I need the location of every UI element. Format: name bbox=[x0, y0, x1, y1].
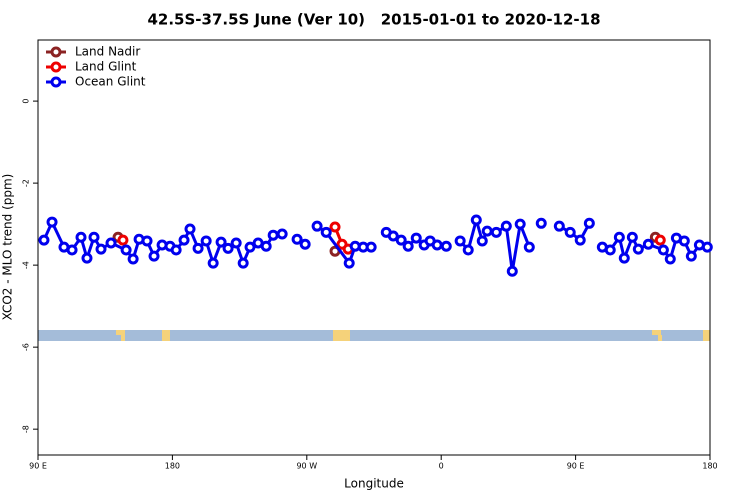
data-point bbox=[574, 234, 586, 246]
data-point bbox=[618, 252, 630, 264]
data-point bbox=[613, 231, 625, 243]
data-point bbox=[343, 257, 355, 269]
data-point bbox=[476, 235, 488, 247]
data-point bbox=[75, 231, 87, 243]
data-point bbox=[141, 235, 153, 247]
data-point bbox=[632, 243, 644, 255]
data-point bbox=[365, 241, 377, 253]
data-point bbox=[95, 243, 107, 255]
data-point bbox=[642, 238, 654, 250]
legend-marker bbox=[50, 46, 62, 58]
data-point bbox=[127, 253, 139, 265]
data-point bbox=[454, 235, 466, 247]
data-point bbox=[654, 234, 666, 246]
data-point bbox=[440, 240, 452, 252]
data-point bbox=[299, 238, 311, 250]
data-point bbox=[230, 237, 242, 249]
data-point bbox=[514, 218, 526, 230]
y-tick-label: -4 bbox=[22, 261, 31, 269]
land-patch bbox=[162, 330, 170, 341]
data-point bbox=[701, 241, 713, 253]
series bbox=[117, 221, 666, 255]
data-point bbox=[506, 265, 518, 277]
data-point bbox=[184, 223, 196, 235]
data-point bbox=[192, 242, 204, 254]
data-point bbox=[291, 233, 303, 245]
x-tick-label: 90 W bbox=[296, 462, 317, 471]
y-tick-label: 0 bbox=[22, 99, 31, 104]
ocean-band bbox=[38, 330, 710, 341]
data-point bbox=[470, 214, 482, 226]
x-tick-label: 180 bbox=[702, 462, 717, 471]
data-point bbox=[410, 232, 422, 244]
land-patch bbox=[333, 330, 350, 341]
data-point bbox=[678, 235, 690, 247]
data-point bbox=[657, 244, 669, 256]
data-point bbox=[200, 235, 212, 247]
data-point bbox=[117, 234, 129, 246]
data-point bbox=[207, 257, 219, 269]
data-point bbox=[237, 257, 249, 269]
x-tick-label: 90 E bbox=[567, 462, 585, 471]
legend-marker bbox=[50, 61, 62, 73]
x-tick-label: 180 bbox=[165, 462, 180, 471]
data-point bbox=[329, 221, 341, 233]
legend-label: Ocean Glint bbox=[75, 75, 146, 89]
land-patch bbox=[703, 330, 710, 341]
y-axis-label: XCO2 - MLO trend (ppm) bbox=[1, 174, 15, 321]
x-axis-label: Longitude bbox=[344, 477, 404, 491]
data-point bbox=[523, 241, 535, 253]
data-point bbox=[215, 236, 227, 248]
data-point bbox=[481, 225, 493, 237]
mask-band bbox=[38, 330, 710, 341]
data-point bbox=[490, 226, 502, 238]
chart-title: 42.5S-37.5S June (Ver 10) 2015-01-01 to … bbox=[147, 11, 600, 29]
data-point bbox=[431, 239, 443, 251]
data-point bbox=[260, 240, 272, 252]
y-tick-label: -2 bbox=[22, 179, 31, 187]
y-tick-label: -8 bbox=[22, 425, 31, 433]
land-patch bbox=[121, 335, 125, 341]
data-point bbox=[267, 229, 279, 241]
data-point bbox=[583, 217, 595, 229]
data-point bbox=[664, 253, 676, 265]
data-point bbox=[320, 226, 332, 238]
data-point bbox=[276, 228, 288, 240]
data-point bbox=[46, 216, 58, 228]
data-point bbox=[604, 244, 616, 256]
data-point bbox=[66, 244, 78, 256]
legend-label: Land Glint bbox=[75, 60, 137, 74]
data-point bbox=[387, 230, 399, 242]
data-point bbox=[244, 241, 256, 253]
series bbox=[38, 214, 713, 277]
data-point bbox=[462, 244, 474, 256]
data-point bbox=[81, 252, 93, 264]
data-point bbox=[38, 234, 50, 246]
x-tick-label: 0 bbox=[439, 462, 444, 471]
data-point bbox=[395, 234, 407, 246]
data-point bbox=[105, 237, 117, 249]
land-patch bbox=[116, 330, 125, 335]
y-tick-label: -6 bbox=[22, 343, 31, 351]
data-point bbox=[553, 220, 565, 232]
data-point bbox=[685, 250, 697, 262]
land-patch bbox=[652, 330, 661, 335]
x-tick-label: 90 E bbox=[29, 462, 47, 471]
data-point bbox=[500, 220, 512, 232]
data-point bbox=[626, 231, 638, 243]
land-patch bbox=[658, 335, 662, 341]
data-point bbox=[170, 244, 182, 256]
data-point bbox=[88, 231, 100, 243]
data-point bbox=[178, 234, 190, 246]
data-point bbox=[535, 217, 547, 229]
data-point bbox=[222, 242, 234, 254]
data-point bbox=[148, 250, 160, 262]
legend-label: Land Nadir bbox=[75, 45, 140, 59]
data-point bbox=[564, 226, 576, 238]
data-point bbox=[311, 220, 323, 232]
legend-marker bbox=[50, 76, 62, 88]
data-point bbox=[402, 240, 414, 252]
data-point bbox=[120, 244, 132, 256]
